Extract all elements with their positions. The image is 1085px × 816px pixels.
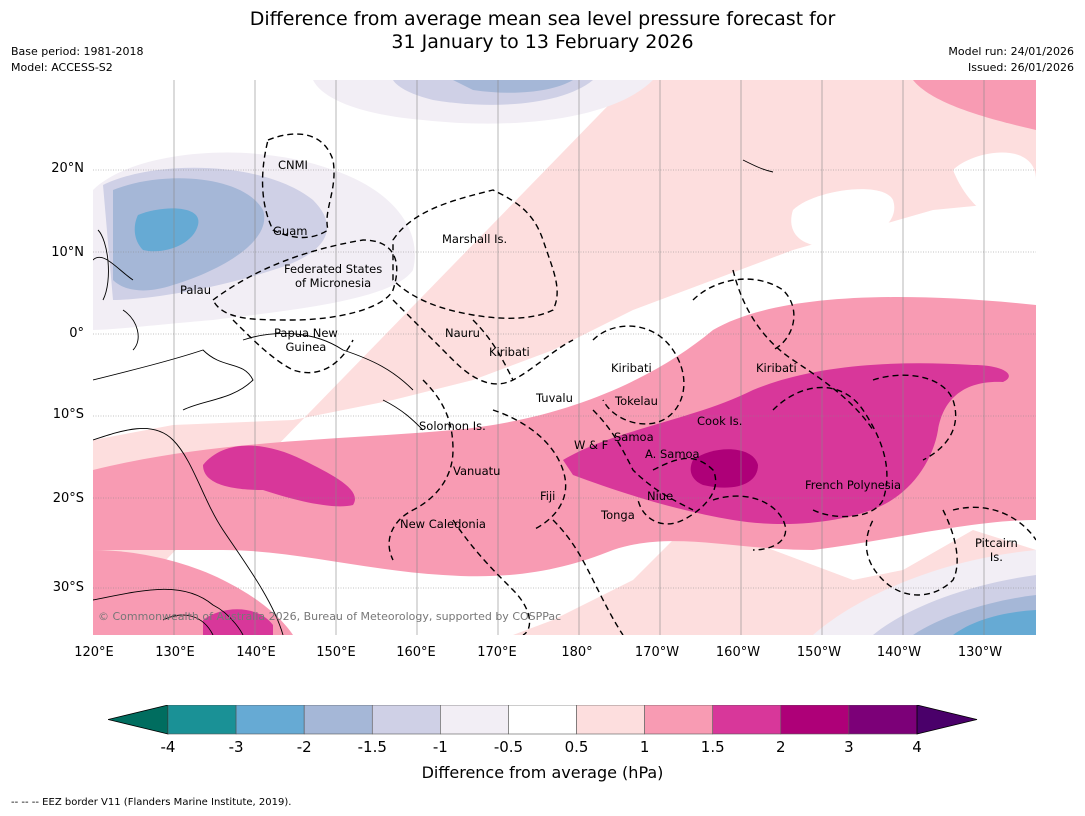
colorbar-segment: [780, 704, 850, 735]
colorbar-segment: [167, 704, 237, 735]
lat-tick-10s: 10°S: [52, 407, 84, 422]
label-tuvalu: Tuvalu: [536, 391, 573, 405]
colorbar-tick-label: 1: [639, 738, 650, 756]
colorbar-segment: [576, 704, 645, 735]
anomaly-region-magenta-west: [203, 445, 355, 507]
colorbar-tick-label: -0.5: [493, 738, 524, 756]
lon-tick-130w: 130°W: [957, 645, 1003, 660]
colorbar-over-triangle: [916, 704, 978, 735]
label-cnmi: CNMI: [278, 158, 308, 172]
anomaly-region-magenta-east: [563, 363, 1009, 525]
lat-tick-20s: 20°S: [52, 491, 84, 506]
graticule: [93, 80, 1036, 635]
anomaly-region-pink-ne: [913, 80, 1036, 130]
colorbar-tick-label: 2: [776, 738, 786, 756]
label-french-polynesia: French Polynesia: [805, 478, 902, 492]
label-wallis-futuna: W & F: [574, 438, 609, 452]
model-name: Model: ACCESS-S2: [11, 61, 113, 74]
label-guam: Guam: [273, 224, 308, 238]
label-american-samoa: A. Samoa: [645, 447, 700, 461]
label-tonga: Tonga: [601, 508, 635, 522]
colorbar-segment: [644, 704, 714, 735]
label-pitcairn-is: Pitcairn Is.: [975, 536, 1018, 564]
lon-tick-150e: 150°E: [316, 645, 356, 660]
lon-tick-170e: 170°E: [477, 645, 517, 660]
colorbar-segments: [167, 704, 918, 735]
label-palau: Palau: [180, 283, 211, 297]
colorbar-title: Difference from average (hPa): [421, 763, 664, 782]
lon-tick-130e: 130°E: [155, 645, 195, 660]
colorbar-segment: [440, 704, 509, 735]
title-line-2: 31 January to 13 February 2026: [391, 31, 694, 53]
meta-left: Base period: 1981-2018 Model: ACCESS-S2: [11, 44, 143, 76]
label-kiribati-1: Kiribati: [489, 345, 530, 359]
title-line-1: Difference from average mean sea level p…: [249, 8, 836, 30]
colorbar: [107, 704, 978, 739]
colorbar-segment: [508, 704, 577, 735]
label-micronesia: Federated States of Micronesia: [284, 262, 383, 290]
label-solomon-is: Solomon Is.: [419, 419, 486, 433]
colorbar-segment: [712, 704, 782, 735]
lon-tick-180: 180°: [561, 645, 593, 660]
label-samoa: Samoa: [614, 430, 654, 444]
base-period: Base period: 1981-2018: [11, 45, 144, 58]
colorbar-tick-label: 1.5: [700, 738, 725, 756]
copyright-notice: © Commonwealth of Australia 2026, Bureau…: [98, 610, 562, 623]
label-tokelau: Tokelau: [615, 394, 658, 408]
lon-tick-140e: 140°E: [236, 645, 276, 660]
model-run: Model run: 24/01/2026: [948, 45, 1074, 58]
label-nauru: Nauru: [445, 326, 480, 340]
lon-tick-150w: 150°W: [796, 645, 842, 660]
lat-tick-20n: 20°N: [51, 161, 84, 176]
label-marshall-is: Marshall Is.: [442, 232, 508, 246]
label-kiribati-2: Kiribati: [611, 361, 652, 375]
colorbar-tick-label: 0.5: [564, 738, 589, 756]
label-niue: Niue: [647, 489, 674, 503]
lat-tick-30s: 30°S: [52, 580, 84, 595]
meta-right: Model run: 24/01/2026 Issued: 26/01/2026: [948, 44, 1074, 76]
anomaly-region-neg-dark-nw: [134, 208, 199, 252]
lat-tick-10n: 10°N: [51, 245, 84, 260]
colorbar-tick-label: -3: [228, 738, 244, 756]
white-hole-east: [791, 189, 895, 246]
lon-tick-170w: 170°W: [634, 645, 680, 660]
colorbar-tick-label: -1.5: [357, 738, 387, 756]
colorbar-tick-label: 4: [912, 738, 922, 756]
colorbar-tick-label: -2: [296, 738, 312, 756]
lon-tick-160e: 160°E: [396, 645, 436, 660]
colorbar-tick-label: -4: [160, 738, 176, 756]
white-hole-ne: [953, 152, 1036, 230]
colorbar-segment: [371, 704, 441, 735]
eez-footnote: -- -- -- EEZ border V11 (Flanders Marine…: [11, 797, 292, 808]
colorbar-segment: [303, 704, 373, 735]
label-fiji: Fiji: [540, 489, 556, 503]
label-png: Papua New Guinea: [274, 326, 338, 354]
anomaly-region-neg-north-blue: [453, 80, 573, 93]
label-new-caledonia: New Caledonia: [400, 517, 486, 531]
lon-tick-160w: 160°W: [715, 645, 761, 660]
label-cook-is: Cook Is.: [697, 414, 743, 428]
anomaly-region-neg-se-4: [953, 610, 1036, 635]
map-panel: [93, 80, 1036, 635]
colorbar-tick-label: 3: [844, 738, 854, 756]
colorbar-under-triangle: [107, 704, 169, 735]
lon-tick-140w: 140°W: [876, 645, 922, 660]
coastlines: [93, 159, 774, 635]
colorbar-svg: [107, 704, 978, 735]
colorbar-segment: [848, 704, 918, 735]
eez-borders: [212, 133, 1036, 635]
anomaly-region-magenta-sw: [203, 609, 273, 635]
label-vanuatu: Vanuatu: [453, 464, 501, 478]
colorbar-segment: [235, 704, 305, 735]
lat-tick-0: 0°: [69, 326, 84, 341]
colorbar-tick-label: -1: [432, 738, 448, 756]
issued-date: Issued: 26/01/2026: [967, 61, 1074, 74]
label-kiribati-3: Kiribati: [756, 361, 797, 375]
lon-tick-120e: 120°E: [74, 645, 114, 660]
map-title: Difference from average mean sea level p…: [0, 8, 1085, 54]
map-svg: [93, 80, 1036, 635]
